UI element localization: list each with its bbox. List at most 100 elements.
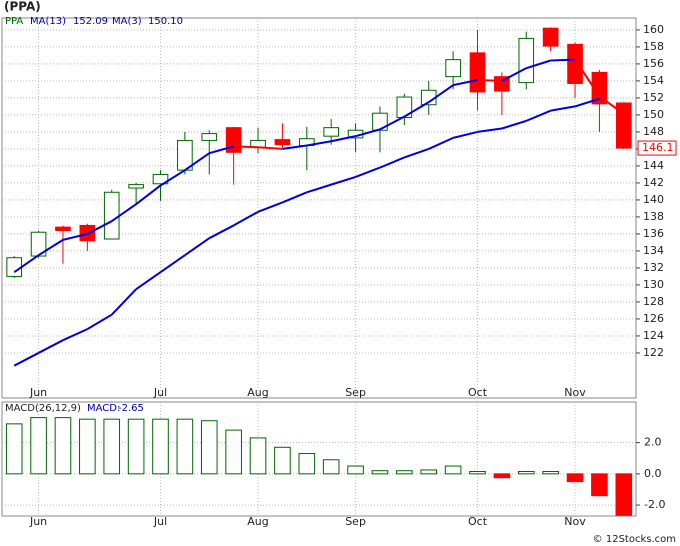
ma-line bbox=[13, 352, 40, 367]
ma-line bbox=[452, 79, 478, 87]
candle-body bbox=[103, 191, 120, 240]
ma-line bbox=[86, 220, 113, 235]
macd-bar bbox=[225, 429, 242, 475]
ma-line bbox=[477, 127, 503, 133]
candle-body bbox=[567, 43, 583, 84]
x-tick-label: Oct bbox=[468, 386, 488, 399]
y-tick-label: 136 bbox=[643, 227, 664, 240]
y-tick-label: 158 bbox=[643, 40, 664, 53]
candle-body bbox=[274, 139, 291, 146]
macd-bar bbox=[396, 470, 413, 475]
ma-line bbox=[525, 59, 551, 70]
macd-bar bbox=[127, 418, 145, 475]
candle-body bbox=[323, 127, 340, 137]
candle-body bbox=[518, 37, 535, 84]
macd-bar bbox=[444, 465, 462, 475]
ma-line bbox=[330, 135, 356, 143]
macd-title: MACD(26,12,9) bbox=[5, 403, 81, 414]
ma-line bbox=[38, 239, 64, 257]
macd-bar bbox=[517, 470, 535, 475]
ma-line bbox=[257, 146, 283, 150]
ma-line bbox=[428, 136, 454, 150]
ma-line bbox=[477, 79, 502, 82]
macd-bar bbox=[30, 417, 47, 475]
y-tick-label: 124 bbox=[643, 329, 664, 342]
candle-body bbox=[542, 27, 559, 47]
ma-line bbox=[501, 67, 527, 82]
ma-line bbox=[111, 288, 137, 316]
y-tick-label: 130 bbox=[643, 278, 664, 291]
ma-line bbox=[13, 254, 40, 274]
ma-line bbox=[379, 115, 405, 131]
candle-body bbox=[469, 52, 486, 93]
candle-body bbox=[445, 59, 461, 78]
ma-line bbox=[598, 95, 625, 115]
ma-line bbox=[184, 152, 210, 171]
macd-bar bbox=[298, 453, 316, 475]
y-tick-label: 154 bbox=[643, 74, 664, 87]
ma-line bbox=[62, 328, 88, 342]
ma-line bbox=[257, 201, 283, 213]
x-tick-label: Nov bbox=[564, 386, 586, 399]
ma-line bbox=[233, 210, 259, 227]
last-price-box bbox=[637, 140, 677, 156]
macd-bar bbox=[152, 418, 169, 475]
x-tick-label: Jul bbox=[153, 515, 167, 528]
macd-panel bbox=[1, 401, 637, 517]
y-tick-label: 144 bbox=[643, 159, 664, 172]
ma-line bbox=[379, 156, 405, 169]
candle-body bbox=[591, 71, 608, 105]
ma-line bbox=[135, 271, 162, 291]
footer: © 12Stocks.com bbox=[593, 534, 676, 545]
ma-line bbox=[574, 59, 601, 97]
ma-line bbox=[209, 145, 234, 155]
ma-line bbox=[550, 105, 576, 112]
macd-bar bbox=[566, 473, 584, 483]
ma-line bbox=[330, 176, 356, 186]
ma-line bbox=[184, 237, 210, 257]
ma-line bbox=[306, 140, 332, 147]
macd-bar bbox=[542, 470, 559, 475]
y-tick-label: 2.0 bbox=[644, 436, 662, 449]
ma-line bbox=[159, 254, 186, 274]
ma-line bbox=[550, 58, 576, 62]
macd-bar bbox=[176, 418, 194, 475]
ma-line bbox=[233, 145, 259, 149]
x-tick-label: Nov bbox=[564, 515, 586, 528]
ma-line bbox=[501, 119, 527, 130]
x-tick-label: Jun bbox=[29, 515, 47, 528]
legend-ticker: PPA bbox=[5, 16, 23, 27]
legend-ma13: MA(13) bbox=[30, 16, 66, 27]
macd-value-name: MACD: bbox=[87, 403, 120, 414]
candle-body bbox=[152, 173, 169, 185]
legend-ma13-value: 152.09 bbox=[73, 16, 108, 27]
candle-body bbox=[201, 133, 218, 141]
y-tick-label: -2.0 bbox=[644, 498, 665, 511]
macd-bar bbox=[371, 470, 389, 475]
macd-bar bbox=[469, 470, 486, 475]
ma-line bbox=[86, 313, 113, 331]
x-tick-label: Sep bbox=[345, 515, 366, 528]
x-tick-label: Sep bbox=[345, 386, 366, 399]
candle-body bbox=[128, 184, 144, 189]
y-tick-label: 0.0 bbox=[644, 467, 662, 480]
y-tick-label: 156 bbox=[643, 57, 664, 70]
y-tick-label: 148 bbox=[643, 125, 664, 138]
macd-bar bbox=[347, 465, 364, 475]
ma-line bbox=[355, 128, 381, 138]
ma-line bbox=[404, 147, 430, 159]
x-tick-label: Aug bbox=[247, 386, 268, 399]
y-tick-label: 140 bbox=[643, 193, 664, 206]
ma-line bbox=[38, 339, 64, 354]
candle-body bbox=[55, 226, 71, 232]
y-tick-label: 138 bbox=[643, 210, 664, 223]
y-tick-label: 128 bbox=[643, 295, 664, 308]
macd-bar bbox=[420, 469, 438, 475]
macd-bar bbox=[54, 417, 72, 475]
y-tick-label: 160 bbox=[643, 23, 664, 36]
x-tick-label: Jun bbox=[29, 386, 47, 399]
price-panel bbox=[1, 17, 637, 399]
macd-bar bbox=[5, 423, 23, 475]
ma-line bbox=[525, 109, 552, 122]
macd-bar bbox=[274, 446, 291, 475]
